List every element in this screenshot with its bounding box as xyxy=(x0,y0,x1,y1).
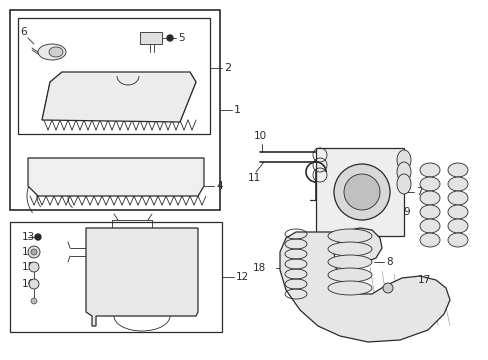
Circle shape xyxy=(167,35,173,41)
Polygon shape xyxy=(42,72,196,122)
Circle shape xyxy=(29,262,39,272)
Ellipse shape xyxy=(419,163,439,177)
Ellipse shape xyxy=(327,242,371,256)
Ellipse shape xyxy=(327,268,371,282)
Bar xyxy=(315,148,403,236)
Text: 16: 16 xyxy=(22,279,35,289)
Ellipse shape xyxy=(327,281,371,295)
Text: 8: 8 xyxy=(385,257,392,267)
Bar xyxy=(18,18,209,134)
Text: 7: 7 xyxy=(415,187,422,197)
Circle shape xyxy=(31,249,37,255)
Ellipse shape xyxy=(49,47,63,57)
Circle shape xyxy=(31,298,37,304)
Ellipse shape xyxy=(419,205,439,219)
Bar xyxy=(10,222,222,332)
Circle shape xyxy=(35,234,41,240)
Text: 18: 18 xyxy=(252,263,265,273)
Text: 6: 6 xyxy=(20,27,26,37)
Ellipse shape xyxy=(447,163,467,177)
Text: 2: 2 xyxy=(224,63,231,73)
Ellipse shape xyxy=(396,174,410,194)
Text: 12: 12 xyxy=(236,272,249,282)
Polygon shape xyxy=(28,158,203,196)
Circle shape xyxy=(333,164,389,220)
Text: 4: 4 xyxy=(216,181,222,191)
Text: 13: 13 xyxy=(22,232,35,242)
Polygon shape xyxy=(86,228,198,326)
Text: 3: 3 xyxy=(148,79,154,89)
Ellipse shape xyxy=(419,177,439,191)
Text: 15: 15 xyxy=(22,262,35,272)
Ellipse shape xyxy=(447,219,467,233)
Bar xyxy=(10,10,220,210)
Text: 10: 10 xyxy=(253,131,266,141)
Text: 5: 5 xyxy=(178,33,184,43)
Circle shape xyxy=(382,283,392,293)
Ellipse shape xyxy=(447,177,467,191)
Circle shape xyxy=(28,246,40,258)
Ellipse shape xyxy=(38,44,66,60)
Ellipse shape xyxy=(419,233,439,247)
Ellipse shape xyxy=(447,233,467,247)
Text: 1: 1 xyxy=(234,105,241,115)
Ellipse shape xyxy=(447,205,467,219)
Bar xyxy=(140,32,162,44)
Text: 17: 17 xyxy=(417,275,430,285)
Ellipse shape xyxy=(327,255,371,269)
Polygon shape xyxy=(280,228,449,342)
Ellipse shape xyxy=(396,162,410,182)
Ellipse shape xyxy=(396,150,410,170)
Circle shape xyxy=(29,279,39,289)
Ellipse shape xyxy=(419,219,439,233)
Ellipse shape xyxy=(419,191,439,205)
Ellipse shape xyxy=(327,229,371,243)
Circle shape xyxy=(343,174,379,210)
Text: 11: 11 xyxy=(247,173,261,183)
Text: 9: 9 xyxy=(403,207,409,217)
Text: 14: 14 xyxy=(22,247,35,257)
Ellipse shape xyxy=(447,191,467,205)
